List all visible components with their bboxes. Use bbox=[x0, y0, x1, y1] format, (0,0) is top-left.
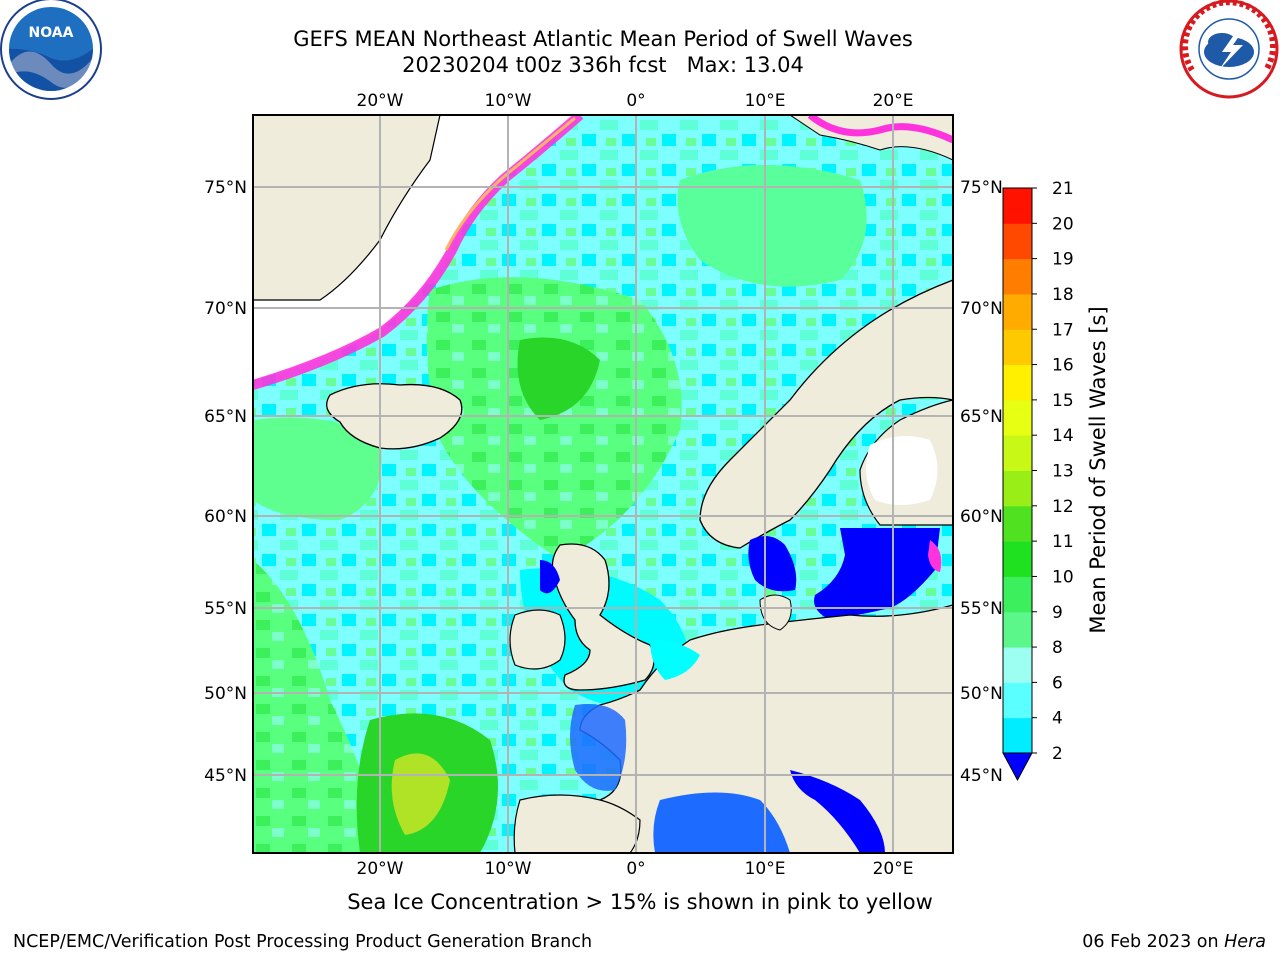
lat-label-right: 55°N bbox=[960, 599, 1003, 619]
lat-label-right: 50°N bbox=[960, 684, 1003, 704]
colorbar-segment bbox=[1003, 293, 1032, 330]
map-title: GEFS MEAN Northeast Atlantic Mean Period… bbox=[293, 27, 913, 51]
footer-date: 06 Feb 2023 on Hera bbox=[1082, 932, 1266, 952]
colorbar-tick-label: 20 bbox=[1052, 214, 1074, 234]
colorbar-tick-label: 9 bbox=[1052, 603, 1063, 623]
lon-label-bottom: 10°W bbox=[485, 859, 532, 879]
colorbar-tick-label: 12 bbox=[1052, 497, 1074, 517]
colorbar-tick-label: 2 bbox=[1052, 744, 1063, 764]
lat-label-right: 75°N bbox=[960, 178, 1003, 198]
colorbar-tick-label: 4 bbox=[1052, 709, 1063, 729]
lon-label-top: 20°E bbox=[873, 91, 914, 111]
colorbar-segment bbox=[1003, 470, 1032, 507]
sea-ice-caption: Sea Ice Concentration > 15% is shown in … bbox=[347, 890, 933, 914]
lon-label-top: 20°W bbox=[357, 91, 404, 111]
colorbar-label: Mean Period of Swell Waves [s] bbox=[1086, 306, 1110, 633]
map-subtitle: 20230204 t00z 336h fcst Max: 13.04 bbox=[402, 53, 804, 77]
footer-host: Hera bbox=[1224, 932, 1266, 952]
lon-label-top: 10°E bbox=[745, 91, 786, 111]
colorbar: 2 4 6 8 9 10 11 12 13 14 15 16 17 18 19 20 21 bbox=[1002, 179, 1074, 782]
footer-date-text: 06 Feb 2023 on bbox=[1082, 932, 1225, 952]
colorbar-segment bbox=[1003, 576, 1032, 613]
nws-logo-icon bbox=[1179, 0, 1279, 99]
colorbar-segment bbox=[1003, 717, 1032, 754]
lon-label-bottom: 20°E bbox=[873, 859, 914, 879]
colorbar-tick-label: 14 bbox=[1052, 426, 1074, 446]
lat-label-right: 45°N bbox=[960, 766, 1003, 786]
lat-label-right: 65°N bbox=[960, 407, 1003, 427]
colorbar-segment bbox=[1003, 541, 1032, 577]
colorbar-segment bbox=[1003, 188, 1032, 224]
lat-label-left: 65°N bbox=[204, 407, 247, 427]
lon-label-top: 0° bbox=[626, 91, 645, 111]
colorbar-segment bbox=[1003, 364, 1032, 401]
lon-label-bottom: 20°W bbox=[357, 859, 404, 879]
colorbar-tick-label: 19 bbox=[1052, 250, 1074, 270]
colorbar-extend-arrow bbox=[1002, 752, 1033, 782]
lat-label-left: 55°N bbox=[204, 599, 247, 619]
colorbar-segment bbox=[1003, 647, 1032, 683]
lat-label-left: 50°N bbox=[204, 684, 247, 704]
lat-label-left: 70°N bbox=[204, 299, 247, 319]
colorbar-tick-label: 8 bbox=[1052, 638, 1063, 658]
footer-credit: NCEP/EMC/Verification Post Processing Pr… bbox=[13, 932, 593, 952]
colorbar-segment bbox=[1003, 435, 1032, 471]
colorbar-segment bbox=[1003, 399, 1032, 436]
colorbar-tick-label: 11 bbox=[1052, 532, 1074, 552]
colorbar-tick-label: 21 bbox=[1052, 179, 1074, 199]
lon-label-bottom: 10°E bbox=[745, 859, 786, 879]
noaa-logo-icon: NOAA bbox=[0, 0, 102, 100]
colorbar-segment bbox=[1003, 611, 1032, 648]
colorbar-segment bbox=[1003, 682, 1032, 719]
lat-label-right: 70°N bbox=[960, 299, 1003, 319]
lat-label-left: 75°N bbox=[204, 178, 247, 198]
lat-label-right: 60°N bbox=[960, 507, 1003, 527]
noaa-logo-text: NOAA bbox=[29, 25, 74, 41]
colorbar-segment bbox=[1003, 223, 1032, 260]
colorbar-tick-label: 13 bbox=[1052, 462, 1074, 482]
lon-label-top: 10°W bbox=[485, 91, 532, 111]
colorbar-tick-label: 18 bbox=[1052, 285, 1074, 305]
map-area bbox=[253, 115, 953, 853]
colorbar-tick-label: 15 bbox=[1052, 391, 1074, 411]
colorbar-tick-label: 17 bbox=[1052, 320, 1074, 340]
lon-label-bottom: 0° bbox=[626, 859, 645, 879]
map-frame bbox=[252, 114, 954, 854]
colorbar-segment bbox=[1003, 505, 1032, 542]
colorbar-segment bbox=[1003, 258, 1032, 295]
colorbar-tick-label: 16 bbox=[1052, 356, 1074, 376]
lat-label-left: 60°N bbox=[204, 507, 247, 527]
lat-label-left: 45°N bbox=[204, 766, 247, 786]
colorbar-tick-label: 10 bbox=[1052, 567, 1074, 587]
colorbar-segment bbox=[1003, 329, 1032, 366]
colorbar-tick-label: 6 bbox=[1052, 673, 1063, 693]
